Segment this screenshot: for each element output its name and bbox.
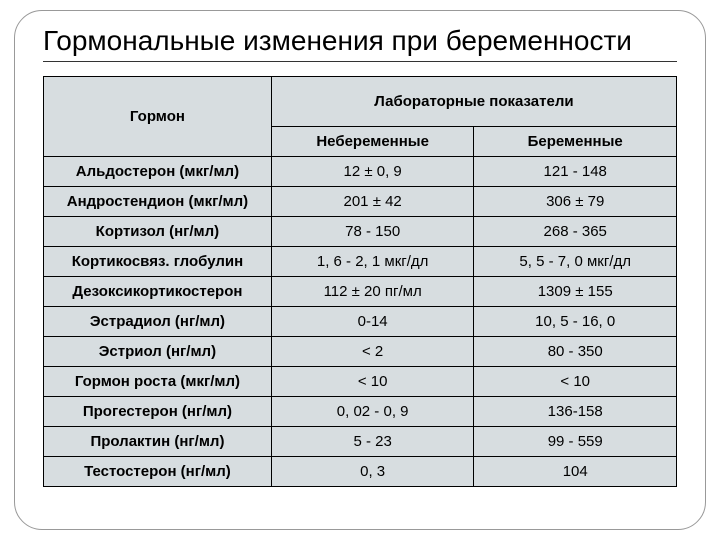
cell-pregnant: 10, 5 - 16, 0 [474,307,677,337]
cell-hormone: Тестостерон (нг/мл) [44,457,272,487]
table-row: Эстрадиол (нг/мл) 0-14 10, 5 - 16, 0 [44,307,677,337]
cell-pregnant: 1309 ± 155 [474,277,677,307]
cell-hormone: Андростендион (мкг/мл) [44,187,272,217]
cell-nonpregnant: 12 ± 0, 9 [271,157,474,187]
table-body: Альдостерон (мкг/мл) 12 ± 0, 9 121 - 148… [44,157,677,487]
cell-hormone: Эстриол (нг/мл) [44,337,272,367]
table-row: Дезоксикортикостерон 112 ± 20 пг/мл 1309… [44,277,677,307]
table-row: Альдостерон (мкг/мл) 12 ± 0, 9 121 - 148 [44,157,677,187]
cell-pregnant: 121 - 148 [474,157,677,187]
cell-hormone: Гормон роста (мкг/мл) [44,367,272,397]
slide-frame: Гормональные изменения при беременности … [14,10,706,530]
cell-hormone: Альдостерон (мкг/мл) [44,157,272,187]
cell-nonpregnant: 0-14 [271,307,474,337]
cell-hormone: Кортизол (нг/мл) [44,217,272,247]
cell-nonpregnant: 5 - 23 [271,427,474,457]
col-header-pregnant: Беременные [474,127,677,157]
table-row: Тестостерон (нг/мл) 0, 3 104 [44,457,677,487]
table-row: Кортикосвяз. глобулин 1, 6 - 2, 1 мкг/дл… [44,247,677,277]
cell-pregnant: 80 - 350 [474,337,677,367]
cell-pregnant: < 10 [474,367,677,397]
cell-nonpregnant: 201 ± 42 [271,187,474,217]
cell-hormone: Кортикосвяз. глобулин [44,247,272,277]
slide-title: Гормональные изменения при беременности [43,25,677,57]
col-header-hormone: Гормон [44,77,272,157]
title-underline [43,61,677,62]
cell-hormone: Дезоксикортикостерон [44,277,272,307]
cell-nonpregnant: 0, 3 [271,457,474,487]
cell-nonpregnant: < 2 [271,337,474,367]
cell-pregnant: 306 ± 79 [474,187,677,217]
col-header-lab: Лабораторные показатели [271,77,676,127]
table-row: Кортизол (нг/мл) 78 - 150 268 - 365 [44,217,677,247]
cell-pregnant: 5, 5 - 7, 0 мкг/дл [474,247,677,277]
cell-nonpregnant: 78 - 150 [271,217,474,247]
cell-nonpregnant: 112 ± 20 пг/мл [271,277,474,307]
hormone-table: Гормон Лабораторные показатели Неберемен… [43,76,677,487]
cell-hormone: Пролактин (нг/мл) [44,427,272,457]
table-row: Пролактин (нг/мл) 5 - 23 99 - 559 [44,427,677,457]
cell-pregnant: 99 - 559 [474,427,677,457]
table-row: Гормон роста (мкг/мл) < 10 < 10 [44,367,677,397]
cell-pregnant: 268 - 365 [474,217,677,247]
col-header-nonpregnant: Небеременные [271,127,474,157]
cell-nonpregnant: 1, 6 - 2, 1 мкг/дл [271,247,474,277]
cell-pregnant: 136-158 [474,397,677,427]
table-row: Эстриол (нг/мл) < 2 80 - 350 [44,337,677,367]
cell-hormone: Прогестерон (нг/мл) [44,397,272,427]
cell-nonpregnant: 0, 02 - 0, 9 [271,397,474,427]
cell-hormone: Эстрадиол (нг/мл) [44,307,272,337]
table-row: Прогестерон (нг/мл) 0, 02 - 0, 9 136-158 [44,397,677,427]
cell-nonpregnant: < 10 [271,367,474,397]
cell-pregnant: 104 [474,457,677,487]
table-row: Андростендион (мкг/мл) 201 ± 42 306 ± 79 [44,187,677,217]
